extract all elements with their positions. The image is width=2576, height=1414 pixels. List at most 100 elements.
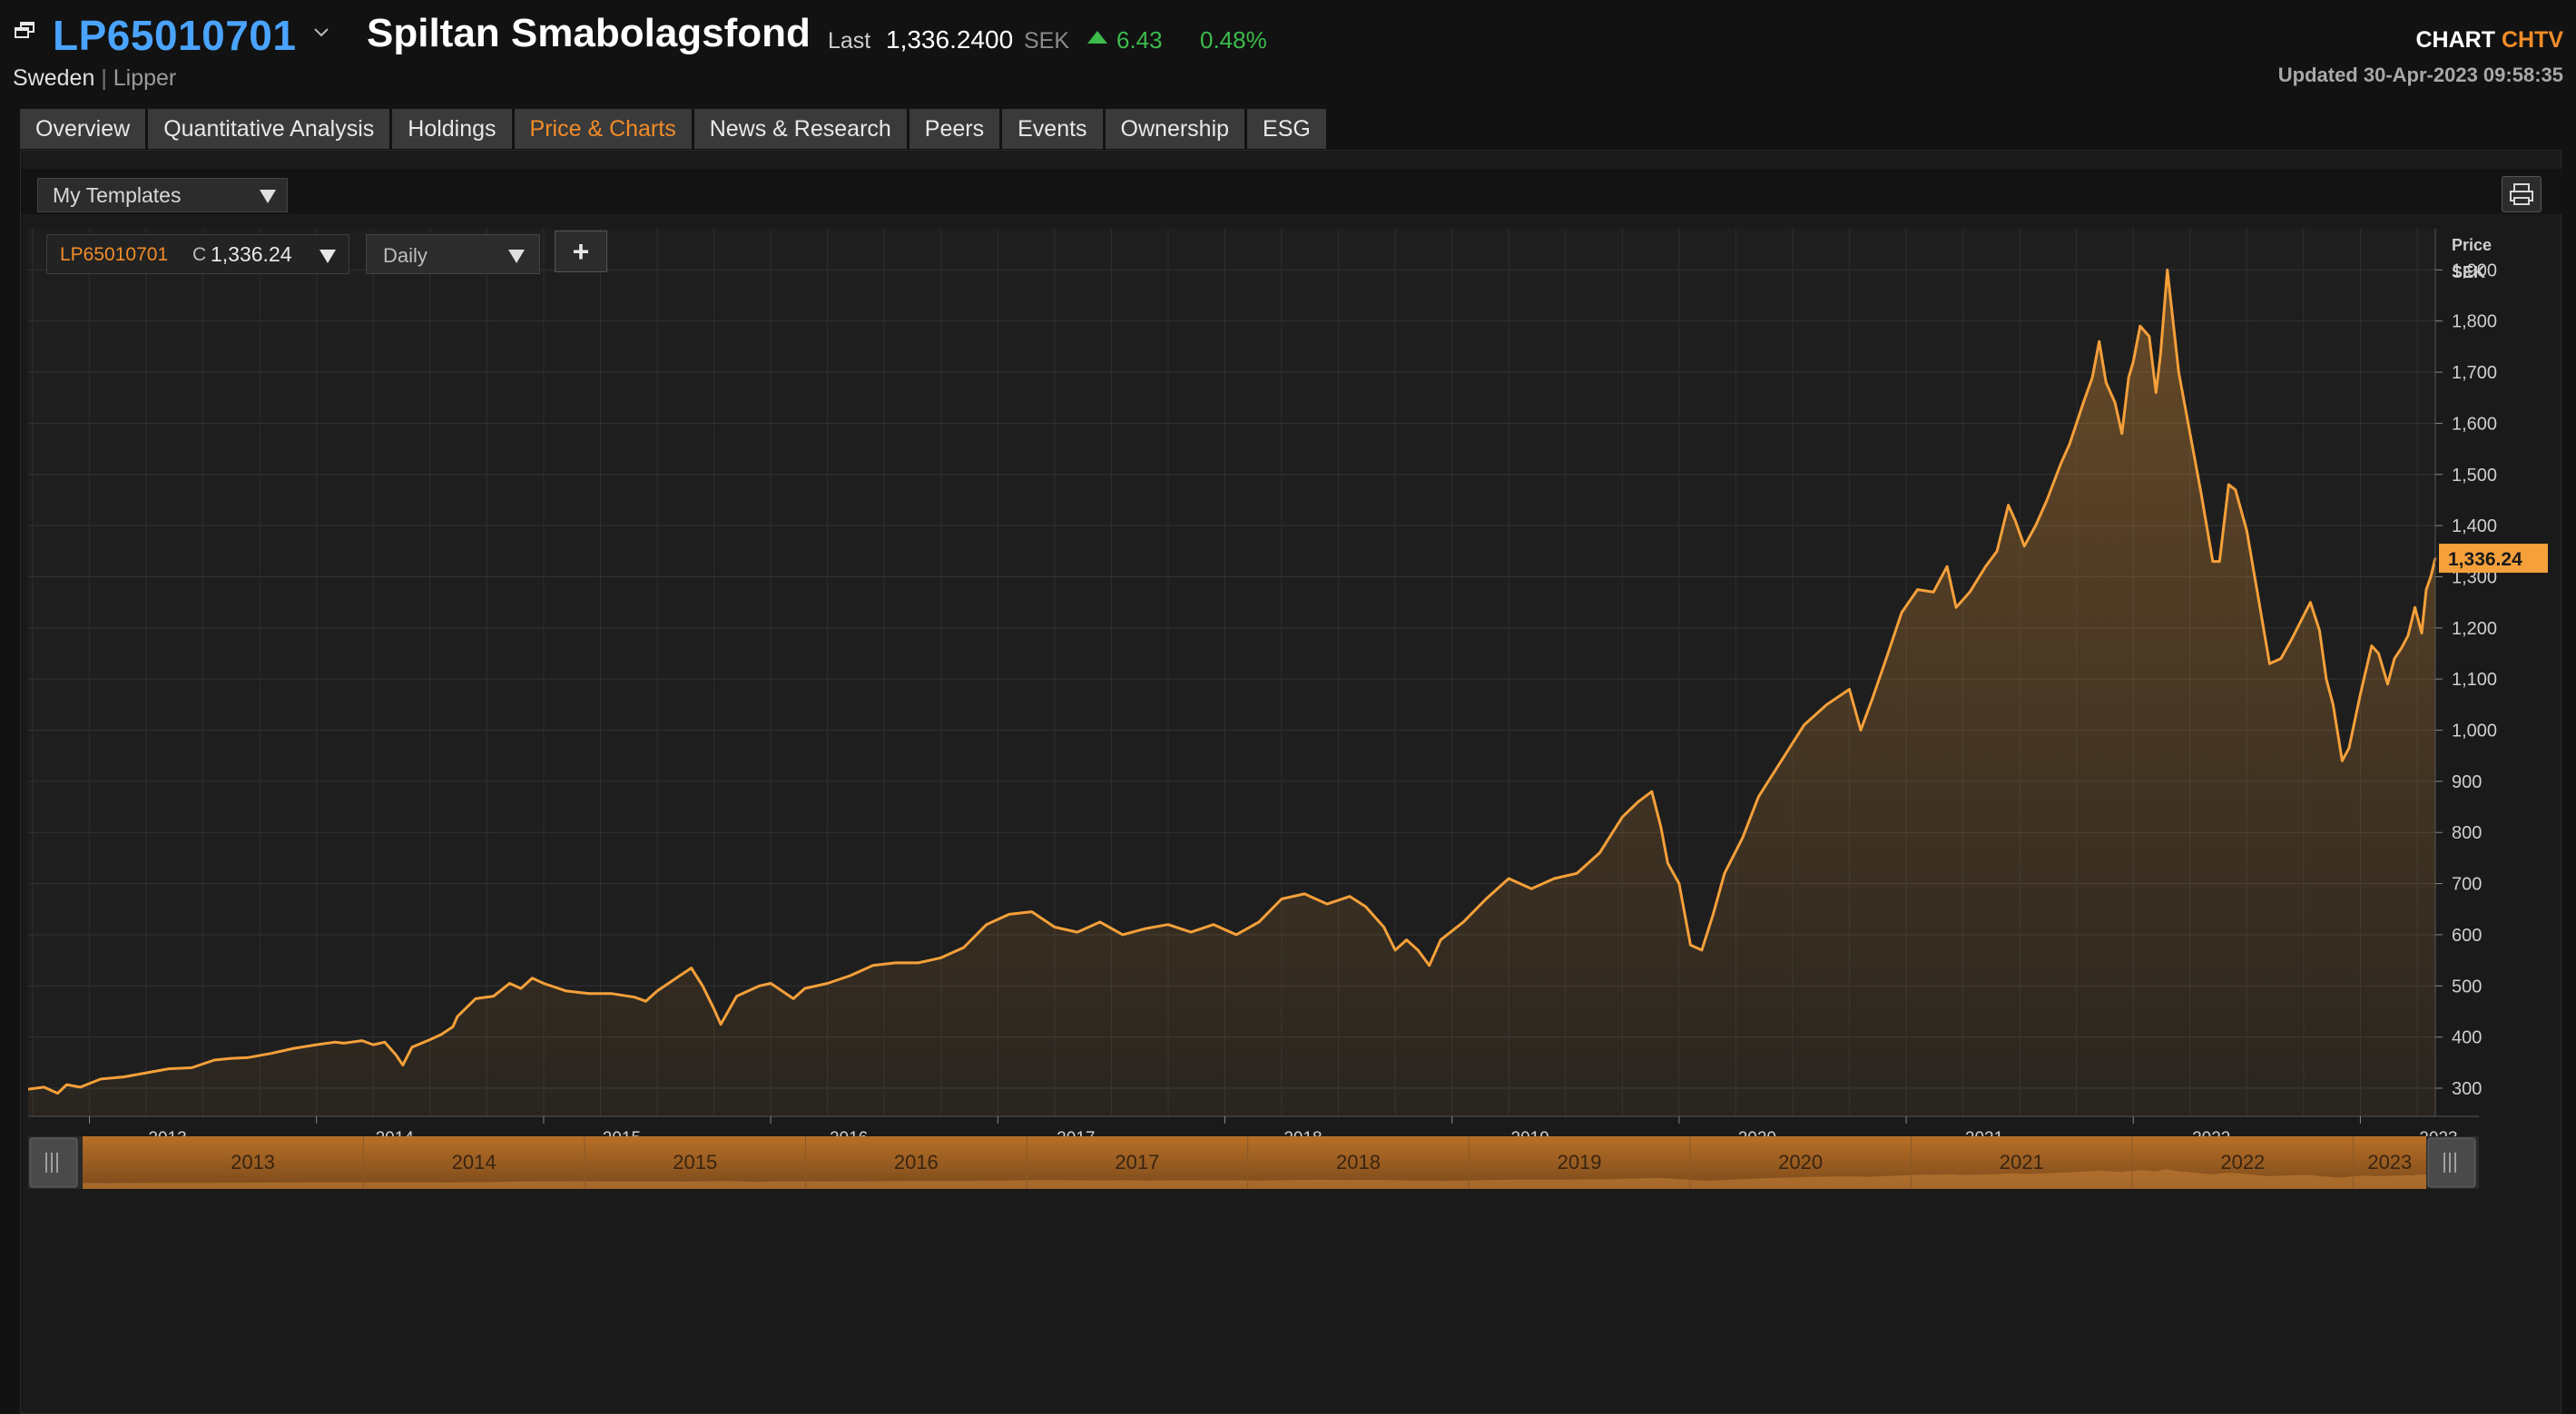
price-point [1364, 905, 1367, 908]
new-window-icon[interactable] [15, 22, 36, 40]
price-point [56, 1092, 59, 1095]
navigator-year-label: 2016 [894, 1151, 939, 1173]
price-point [2082, 401, 2085, 405]
price-point [2227, 483, 2230, 486]
price-point [456, 1015, 459, 1018]
tab-esg[interactable]: ESG [1247, 109, 1326, 149]
price-point [451, 1026, 455, 1028]
series-selector[interactable]: LP65010701 C 1,336.24 [46, 234, 349, 274]
price-chart[interactable]: 300 400 500 600 700 800 900 1,000 1,100 1,200 1,30… [28, 229, 2561, 1315]
tab-price-charts[interactable]: Price & Charts [514, 109, 692, 149]
price-point [542, 982, 546, 985]
last-value-label: 1,336.24 [2448, 549, 2522, 570]
tab-ownership[interactable]: Ownership [1105, 109, 1245, 149]
price-point [1053, 926, 1057, 928]
chevron-down-icon[interactable] [313, 25, 329, 41]
price-point [2155, 391, 2158, 394]
price-point [1280, 898, 1283, 900]
price-point [2309, 601, 2312, 604]
price-point [1553, 877, 1556, 880]
price-point [2377, 652, 2380, 655]
price-point [587, 992, 591, 995]
price-point [1462, 920, 1465, 924]
price-point [2132, 360, 2135, 363]
price-point [229, 1057, 231, 1060]
dropdown-arrow-icon [508, 250, 525, 263]
add-series-button[interactable]: + [555, 231, 607, 272]
price-point [1780, 760, 1783, 762]
price-point [1234, 933, 1238, 937]
y-tick-label: 1,800 [2452, 312, 2497, 332]
price-point [2256, 595, 2260, 599]
tab-overview[interactable]: Overview [20, 109, 146, 149]
price-point [410, 1046, 413, 1049]
tab-holdings[interactable]: Holdings [392, 109, 512, 149]
navigator-left-handle[interactable] [29, 1137, 78, 1188]
price-point [2046, 498, 2049, 502]
price-point [508, 982, 511, 985]
navigator-year-label: 2017 [1115, 1151, 1159, 1173]
navigator-year-label: 2020 [1778, 1151, 1823, 1173]
last-value-badge [2439, 544, 2548, 574]
tab-peers[interactable]: Peers [909, 109, 1000, 149]
series-ric: LP65010701 [60, 244, 169, 265]
price-point [781, 989, 783, 993]
tab-events[interactable]: Events [1002, 109, 1103, 149]
y-tick-label: 600 [2452, 926, 2482, 946]
y-axis-unit: SEK [2452, 263, 2485, 281]
price-point [440, 1033, 443, 1036]
price-point [1008, 913, 1011, 916]
navigator-year-label: 2021 [2000, 1151, 2044, 1173]
price-point [1417, 948, 1420, 952]
price-point [1485, 898, 1488, 900]
templates-dropdown[interactable]: My Templates [37, 178, 288, 212]
price-point [1689, 944, 1692, 947]
print-icon[interactable] [2502, 176, 2542, 212]
price-point [2069, 442, 2071, 446]
price-point [735, 995, 738, 997]
price-point [1945, 565, 1949, 568]
currency-label: SEK [1024, 28, 1070, 54]
ric-code[interactable]: LP65010701 [53, 12, 297, 59]
price-point [1212, 923, 1215, 926]
navigator-year-label: 2015 [673, 1151, 717, 1173]
price-point [2359, 692, 2362, 696]
price-chart-svg[interactable]: 3004005006007008009001,0001,1001,2001,30… [28, 229, 2561, 1315]
series-type: C [192, 244, 207, 265]
tab-quantitative-analysis[interactable]: Quantitative Analysis [148, 109, 390, 149]
price-point [849, 974, 851, 977]
y-tick-label: 1,900 [2452, 260, 2497, 280]
price-point [678, 974, 682, 977]
period-dropdown[interactable]: Daily [366, 234, 540, 274]
price-point [270, 1052, 272, 1055]
price-point [333, 1041, 336, 1044]
price-point [2034, 524, 2037, 527]
updated-timestamp: Updated 30-Apr-2023 09:58:35 [2277, 64, 2563, 86]
y-tick-label: 1,500 [2452, 466, 2497, 486]
y-tick-label: 1,000 [2452, 722, 2497, 741]
price-point [1712, 913, 1715, 916]
y-tick-label: 800 [2452, 823, 2482, 843]
price-point [2268, 663, 2271, 665]
price-point [2429, 575, 2433, 578]
y-tick-label: 900 [2452, 772, 2482, 792]
price-point [2211, 560, 2214, 563]
price-point [769, 982, 772, 985]
price-point [2393, 657, 2396, 660]
price-point [474, 997, 477, 1000]
dropdown-arrow-icon [260, 190, 276, 203]
price-point [1677, 882, 1681, 885]
price-point [1621, 816, 1624, 819]
price-point [2347, 747, 2351, 750]
app-code[interactable]: CHTV [2501, 27, 2563, 53]
navigator-year-label: 2014 [452, 1151, 497, 1173]
price-point [2138, 325, 2141, 328]
navigator-year-label: 2022 [2220, 1151, 2265, 1173]
price-point [190, 1066, 193, 1069]
price-point [1916, 588, 1919, 591]
last-price-value: 1,336.2400 [886, 25, 1014, 54]
navigator-mini-series [83, 1169, 2426, 1189]
price-point [713, 1007, 715, 1010]
tab-news-research[interactable]: News & Research [693, 109, 907, 149]
navigator-right-handle[interactable] [2427, 1137, 2476, 1188]
